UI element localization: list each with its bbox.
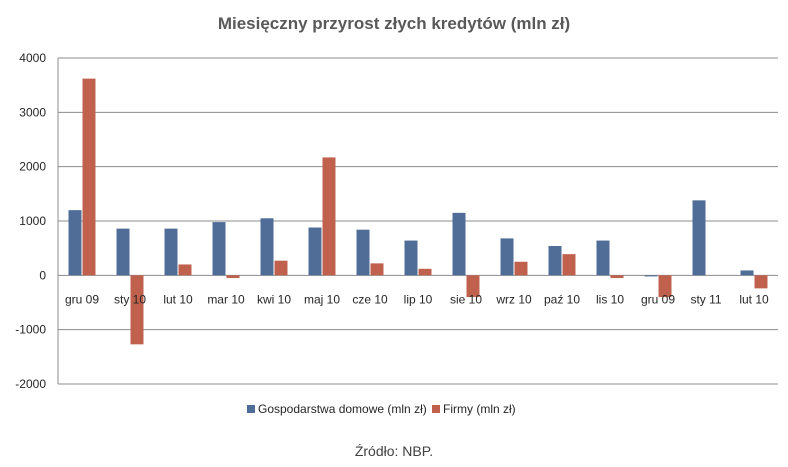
x-tick-label: maj 10 xyxy=(304,292,340,306)
x-tick-label: gru 09 xyxy=(65,292,99,306)
bar-households-9 xyxy=(500,238,514,276)
legend-label-households: Gospodarstwa domowe (mln zł) xyxy=(258,402,427,416)
x-tick-label: lut 10 xyxy=(163,292,193,306)
y-tick-label: 4000 xyxy=(19,51,46,65)
bar-households-0 xyxy=(68,210,82,276)
bar-households-2 xyxy=(164,228,178,276)
x-axis-labels: gru 09 sty 10 lut 10 mar 10 kwi 10 maj 10 cze … xyxy=(65,292,769,306)
bar-households-12 xyxy=(644,275,658,277)
bar-companies-8 xyxy=(466,275,480,298)
y-tick-label: 3000 xyxy=(19,105,46,119)
bar-households-10 xyxy=(548,245,562,276)
y-tick-label: 0 xyxy=(39,268,46,282)
x-tick-label: cze 10 xyxy=(352,292,388,306)
bar-companies-0 xyxy=(82,78,96,276)
bar-companies-12 xyxy=(658,275,672,298)
legend-swatch-companies xyxy=(432,405,440,413)
bar-households-1 xyxy=(116,228,130,276)
bar-companies-3 xyxy=(226,275,240,279)
legend: Gospodarstwa domowe (mln zł) Firmy (mln … xyxy=(247,402,516,416)
x-tick-label: gru 09 xyxy=(641,292,675,306)
x-tick-label: lip 10 xyxy=(404,292,433,306)
bar-companies-10 xyxy=(562,254,576,276)
bar-households-13 xyxy=(692,200,706,276)
bar-companies-6 xyxy=(370,263,384,276)
bar-companies-1 xyxy=(130,275,144,345)
bar-companies-4 xyxy=(274,260,288,276)
x-tick-label: lut 10 xyxy=(739,292,769,306)
x-tick-label: sty 11 xyxy=(690,292,721,306)
x-tick-label: lis 10 xyxy=(596,292,624,306)
bar-companies-7 xyxy=(418,268,432,276)
y-tick-label: 1000 xyxy=(19,214,46,228)
bar-companies-11 xyxy=(610,275,624,279)
y-tick-label: -1000 xyxy=(15,323,46,337)
legend-label-companies: Firmy (mln zł) xyxy=(443,402,516,416)
x-tick-label: mar 10 xyxy=(207,292,245,306)
x-tick-label: paź 10 xyxy=(544,292,580,306)
bar-companies-9 xyxy=(514,261,528,276)
legend-swatch-households xyxy=(247,405,255,413)
bar-households-6 xyxy=(356,229,370,276)
bar-companies-14 xyxy=(754,275,768,289)
bar-households-14 xyxy=(740,270,754,276)
x-tick-label: kwi 10 xyxy=(257,292,291,306)
bar-companies-2 xyxy=(178,264,192,276)
bar-households-11 xyxy=(596,240,610,276)
y-tick-label: -2000 xyxy=(15,377,46,391)
bar-households-5 xyxy=(308,227,322,276)
chart-title: Miesięczny przyrost złych kredytów (mln … xyxy=(218,14,570,33)
bar-households-7 xyxy=(404,240,418,276)
gridlines xyxy=(58,57,778,385)
bar-companies-5 xyxy=(322,157,336,276)
bar-households-8 xyxy=(452,212,466,276)
bars xyxy=(68,78,768,345)
bar-households-4 xyxy=(260,218,274,276)
bar-households-3 xyxy=(212,222,226,276)
y-tick-label: 2000 xyxy=(19,160,46,174)
x-tick-label: wrz 10 xyxy=(495,292,532,306)
x-tick-label: sie 10 xyxy=(450,292,482,306)
y-axis: -2000 -1000 0 1000 2000 3000 4000 xyxy=(15,51,59,391)
x-tick-label: sty 10 xyxy=(114,292,146,306)
source-note: Źródło: NBP. xyxy=(355,443,433,459)
